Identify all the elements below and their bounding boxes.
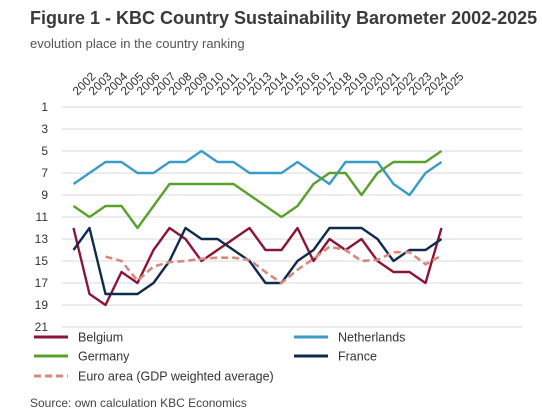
- chart-title: Figure 1 - KBC Country Sustainability Ba…: [30, 8, 538, 28]
- legend-label: Belgium: [78, 331, 123, 345]
- series-line-germany: [72, 150, 443, 230]
- y-tick-label: 9: [41, 188, 48, 202]
- y-tick-label: 19: [35, 298, 49, 312]
- y-tick-label: 3: [41, 122, 48, 136]
- y-tick-label: 17: [35, 276, 49, 290]
- x-axis-tick-labels: 2002200320042005200620072008200920102011…: [70, 69, 467, 98]
- grid-lines: [62, 106, 522, 328]
- series-line-france: [72, 226, 443, 296]
- series-line-netherlands: [72, 149, 443, 197]
- legend-label: France: [338, 350, 377, 364]
- y-tick-label: 15: [35, 254, 49, 268]
- y-tick-label: 5: [41, 144, 48, 158]
- y-tick-label: 13: [35, 232, 49, 246]
- legend-label: Germany: [78, 350, 130, 364]
- legend: Belgium Netherlands Germany France Euro area…: [34, 331, 405, 384]
- series-lines: [72, 149, 443, 307]
- y-tick-label: 7: [41, 166, 48, 180]
- y-tick-label: 11: [36, 210, 49, 224]
- series-line-belgium: [72, 226, 443, 307]
- y-tick-label: 1: [41, 100, 48, 114]
- chart-subtitle: evolution place in the country ranking: [30, 36, 245, 51]
- legend-label: Netherlands: [338, 331, 405, 345]
- source-note: Source: own calculation KBC Economics: [30, 396, 247, 410]
- y-tick-label: 21: [35, 320, 49, 334]
- legend-label: Euro area (GDP weighted average): [78, 370, 274, 384]
- series-line-euro-area-gdp-weighted-average: [105, 245, 443, 285]
